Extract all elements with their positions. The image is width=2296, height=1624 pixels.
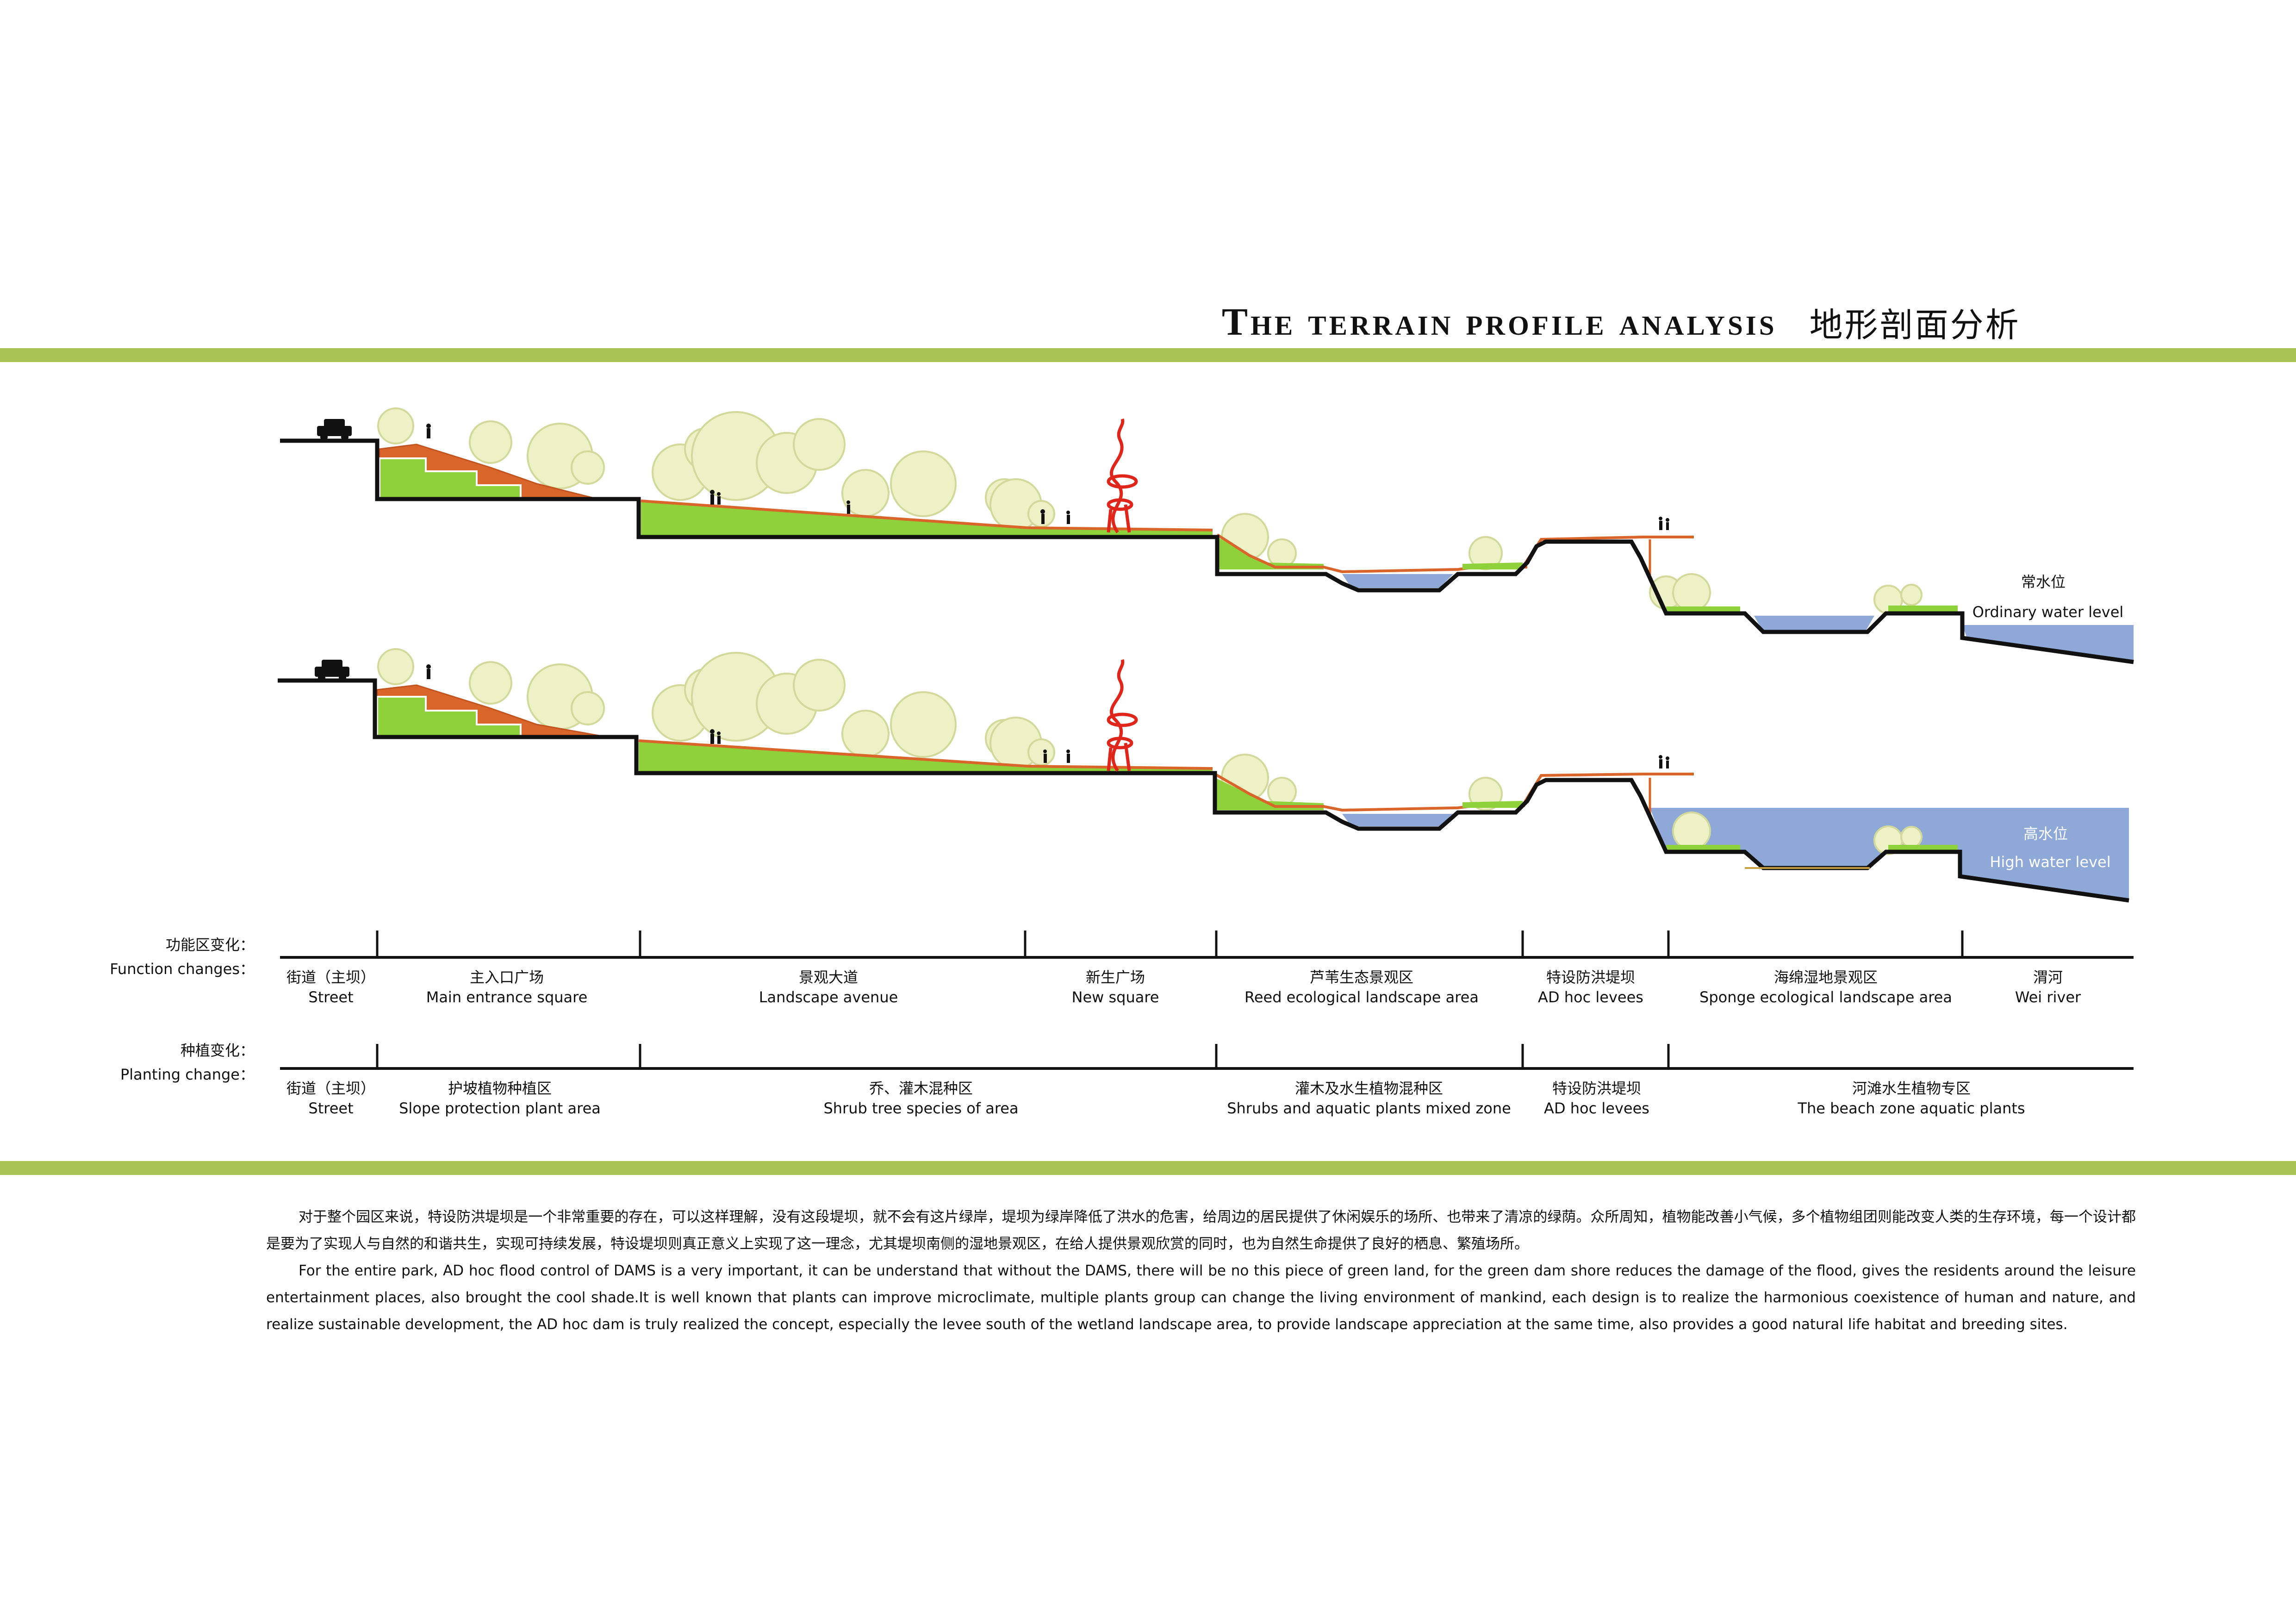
title-cn: 地形剖面分析 xyxy=(1809,305,2021,344)
planting-change-header-cn: 种植变化： xyxy=(180,1042,255,1059)
sculpture-icon xyxy=(1107,418,1138,534)
planting-change-row: 街道（主坝） Street 护坡植物种植区 Slope protection p… xyxy=(280,1044,2134,1117)
ordinary-water-label-cn: 常水位 xyxy=(2021,573,2066,591)
function-zone-street-en: Street xyxy=(308,988,353,1006)
function-zone-avenue-en: Landscape avenue xyxy=(759,988,898,1006)
top-band xyxy=(0,348,2296,362)
tree-group xyxy=(377,407,1923,614)
function-zone-sponge-en: Sponge ecological landscape area xyxy=(1699,988,1952,1006)
bottom-band xyxy=(0,1161,2296,1175)
function-zone-reed-cn: 芦苇生态景观区 xyxy=(1310,968,1413,986)
planting-zone-beach-en: The beach zone aquatic plants xyxy=(1797,1099,2025,1117)
function-zone-levees-en: AD hoc levees xyxy=(1538,988,1643,1006)
function-zone-avenue-cn: 景观大道 xyxy=(799,968,858,986)
ordinary-water-label-en: Ordinary water level xyxy=(1972,603,2124,621)
tree-group xyxy=(377,648,1923,855)
high-water-label-en: High water level xyxy=(1990,853,2110,871)
function-changes-row: 街道（主坝） Street 主入口广场 Main entrance square… xyxy=(280,931,2134,1006)
function-zone-levees-cn: 特设防洪堤坝 xyxy=(1546,968,1635,986)
function-zone-entrance-cn: 主入口广场 xyxy=(470,968,544,986)
planting-zone-shrubtree-en: Shrub tree species of area xyxy=(823,1099,1018,1117)
planting-zone-levees-en: AD hoc levees xyxy=(1544,1099,1649,1117)
function-zone-entrance-en: Main entrance square xyxy=(426,988,588,1006)
function-zone-sponge-cn: 海绵湿地景观区 xyxy=(1774,968,1878,986)
high-water-area xyxy=(1650,808,2129,900)
title-en: The terrain profile analysis xyxy=(1222,300,1777,344)
planting-change-header-en: Planting change： xyxy=(120,1066,255,1083)
planting-zone-levees-cn: 特设防洪堤坝 xyxy=(1552,1080,1641,1097)
function-zone-weiriver-en: Wei river xyxy=(2015,988,2081,1006)
planting-zone-aquatic-mixed-en: Shrubs and aquatic plants mixed zone xyxy=(1227,1099,1511,1117)
planting-change-header: 种植变化： Planting change： xyxy=(102,1038,255,1087)
description-cn: 对于整个园区来说，特设防洪堤坝是一个非常重要的存在，可以这样理解，没有这段堤坝，… xyxy=(266,1209,2136,1252)
sculpture-icon xyxy=(1107,659,1138,772)
planting-zone-street-en: Street xyxy=(308,1099,353,1117)
planting-zone-shrubtree-cn: 乔、灌木混种区 xyxy=(869,1080,973,1097)
people-icon xyxy=(426,664,1669,768)
planting-zone-aquatic-mixed-cn: 灌木及水生植物混种区 xyxy=(1295,1080,1443,1097)
function-zone-newsquare-cn: 新生广场 xyxy=(1086,968,1145,986)
description: 对于整个园区来说，特设防洪堤坝是一个非常重要的存在，可以这样理解，没有这段堤坝，… xyxy=(266,1204,2136,1338)
profile-high: 高水位 High water level xyxy=(278,648,2129,903)
function-zone-reed-en: Reed ecological landscape area xyxy=(1244,988,1479,1006)
function-zone-newsquare-en: New square xyxy=(1072,988,1159,1006)
function-changes-header-cn: 功能区变化： xyxy=(165,936,255,954)
planting-zone-slope-cn: 护坡植物种植区 xyxy=(448,1080,552,1097)
high-water-label-cn: 高水位 xyxy=(2023,825,2068,843)
function-changes-header: 功能区变化： Function changes： xyxy=(102,933,255,981)
function-changes-header-en: Function changes： xyxy=(110,960,255,978)
function-zone-weiriver-cn: 渭河 xyxy=(2033,968,2063,986)
planting-zone-slope-en: Slope protection plant area xyxy=(399,1099,601,1117)
planting-zone-street-cn: 街道（主坝） xyxy=(286,1080,375,1097)
people-icon xyxy=(426,424,1669,530)
description-en: For the entire park, AD hoc flood contro… xyxy=(266,1262,2136,1333)
car-icon xyxy=(315,660,349,681)
profile-ordinary: 常水位 Ordinary water level xyxy=(280,407,2134,664)
car-icon xyxy=(317,419,352,441)
page-title: The terrain profile analysis 地形剖面分析 xyxy=(1222,296,2021,347)
planting-zone-beach-cn: 河滩水生植物专区 xyxy=(1852,1080,1971,1097)
function-zone-street-cn: 街道（主坝） xyxy=(286,968,375,986)
